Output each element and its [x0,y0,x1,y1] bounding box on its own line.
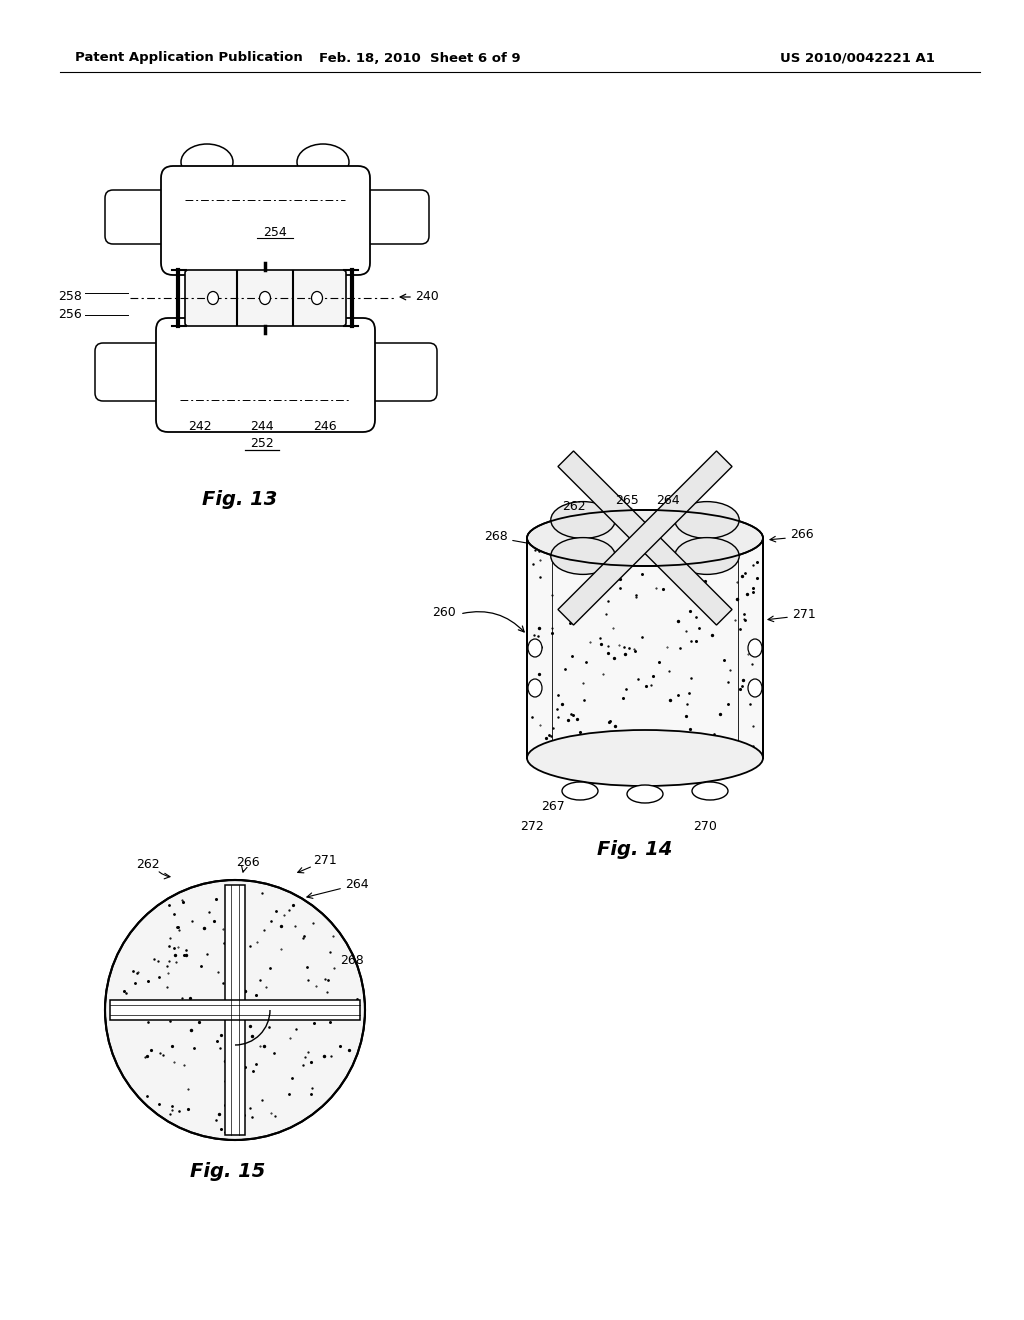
FancyBboxPatch shape [95,343,176,401]
Ellipse shape [181,144,233,180]
Ellipse shape [675,537,739,574]
Text: Fig. 13: Fig. 13 [203,490,278,510]
Ellipse shape [182,318,232,352]
Text: 258: 258 [58,290,82,304]
Text: 252: 252 [250,437,273,450]
Ellipse shape [311,292,323,305]
Text: 266: 266 [790,528,814,541]
Polygon shape [558,451,732,626]
Text: 240: 240 [415,290,438,304]
FancyBboxPatch shape [351,190,429,244]
FancyBboxPatch shape [356,343,437,401]
Text: 262: 262 [562,499,586,512]
Text: 270: 270 [693,820,717,833]
Ellipse shape [562,781,598,800]
Ellipse shape [527,730,763,785]
Text: 272: 272 [520,820,544,833]
FancyBboxPatch shape [105,190,181,244]
Text: 242: 242 [188,420,212,433]
Text: US 2010/0042221 A1: US 2010/0042221 A1 [780,51,935,65]
Text: 271: 271 [313,854,337,866]
Ellipse shape [259,292,270,305]
Ellipse shape [208,292,218,305]
Text: 262: 262 [136,858,160,871]
Ellipse shape [528,678,542,697]
Text: 254: 254 [263,226,287,239]
Text: Fig. 14: Fig. 14 [597,840,673,859]
Ellipse shape [627,785,663,803]
FancyBboxPatch shape [161,166,370,275]
Ellipse shape [298,318,348,352]
Text: 265: 265 [615,494,639,507]
Text: 271: 271 [792,609,816,622]
Text: Feb. 18, 2010  Sheet 6 of 9: Feb. 18, 2010 Sheet 6 of 9 [319,51,521,65]
Text: 256: 256 [58,309,82,322]
Polygon shape [558,451,732,626]
Ellipse shape [748,639,762,657]
Ellipse shape [748,678,762,697]
Ellipse shape [675,502,739,539]
Text: 268: 268 [340,953,364,966]
Text: 264: 264 [345,878,369,891]
FancyBboxPatch shape [185,271,346,326]
Text: 246: 246 [313,420,337,433]
Text: 267: 267 [541,800,565,813]
Ellipse shape [528,639,542,657]
Bar [225,884,245,1135]
Circle shape [105,880,365,1140]
Text: 266: 266 [237,855,260,869]
Bar [527,539,763,758]
Ellipse shape [551,502,615,539]
Text: Fig. 15: Fig. 15 [190,1162,265,1181]
Ellipse shape [551,537,615,574]
Text: 264: 264 [656,494,680,507]
Ellipse shape [692,781,728,800]
FancyBboxPatch shape [156,318,375,432]
Text: 260: 260 [432,606,456,619]
Text: 244: 244 [250,420,273,433]
Text: Patent Application Publication: Patent Application Publication [75,51,303,65]
Ellipse shape [297,144,349,180]
Bar [110,1001,360,1020]
Ellipse shape [527,510,763,566]
Text: 268: 268 [484,531,508,544]
